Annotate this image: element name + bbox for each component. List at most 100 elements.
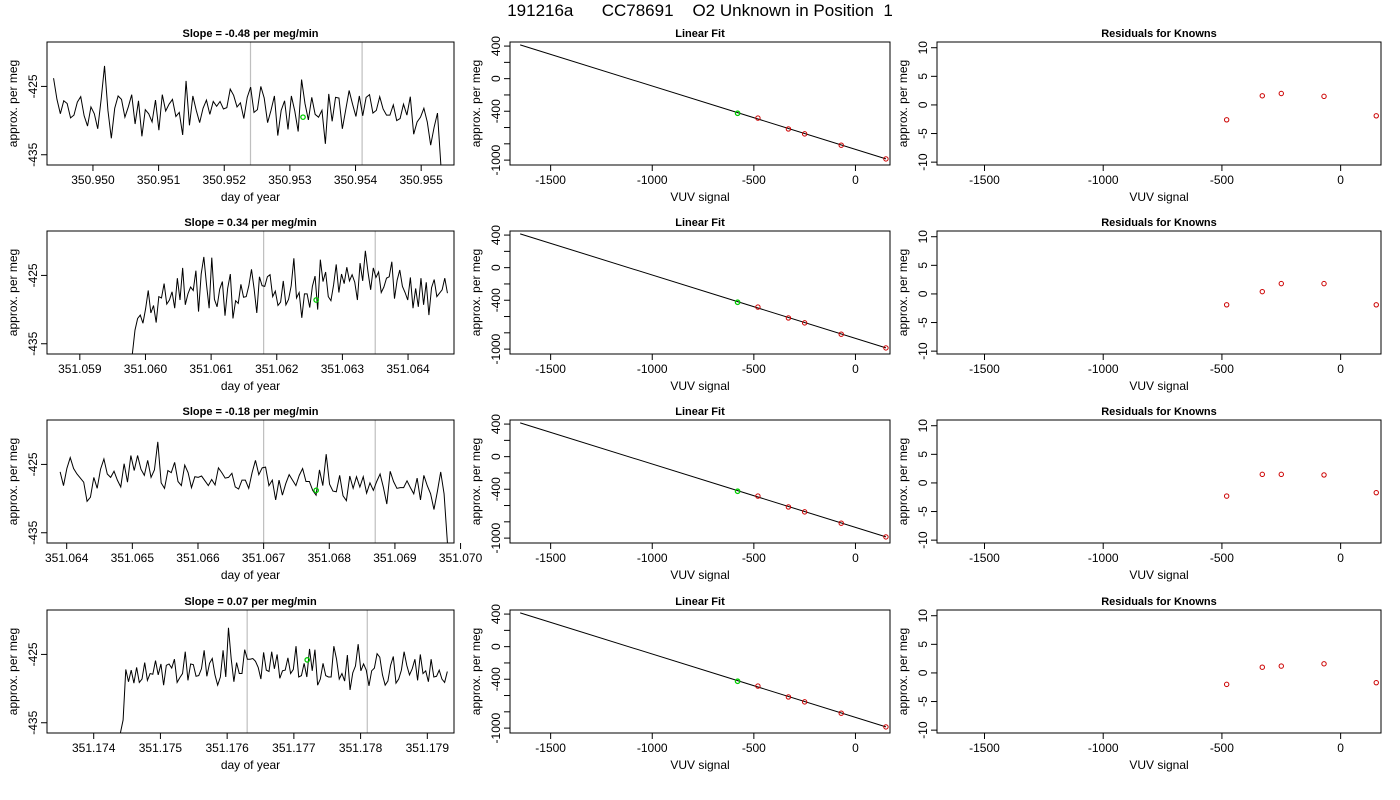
x-tick-label: 351.069 bbox=[373, 551, 417, 565]
plot-data-area bbox=[53, 42, 442, 165]
y-tick-label: 400 bbox=[489, 414, 503, 434]
figure-title: 191216a CC78691 O2 Unknown in Position 1 bbox=[507, 1, 893, 20]
known-point bbox=[838, 142, 844, 148]
plot-data-area bbox=[131, 231, 448, 354]
x-axis-label: VUV signal bbox=[670, 190, 729, 204]
residuals-panel-4: Residuals for Knowns -1500 -1000 -500 0 VUV s… bbox=[896, 596, 1382, 772]
x-tick-label: -500 bbox=[742, 362, 766, 376]
x-tick-label: -1500 bbox=[969, 173, 1000, 187]
x-tick-label: 0 bbox=[852, 741, 859, 755]
plot-data-area bbox=[119, 610, 448, 733]
known-point bbox=[883, 724, 889, 730]
series-line bbox=[119, 627, 448, 733]
series-line bbox=[131, 250, 448, 354]
known-point bbox=[838, 710, 844, 716]
plot-frame bbox=[46, 41, 455, 166]
plot-data-area bbox=[520, 422, 889, 540]
known-point bbox=[755, 304, 761, 310]
x-tick-label: -1500 bbox=[535, 362, 566, 376]
y-tick-label: -400 bbox=[489, 667, 503, 691]
residual-point bbox=[1321, 661, 1327, 667]
x-axis-label: day of year bbox=[221, 190, 280, 204]
residuals-panel-1: Residuals for Knowns -1500 -1000 -500 0 VUV s… bbox=[896, 28, 1382, 204]
x-axis-label: day of year bbox=[221, 758, 280, 772]
y-tick-label: -10 bbox=[916, 531, 930, 549]
x-tick-label: -500 bbox=[1210, 173, 1234, 187]
x-tick-label: -1000 bbox=[1088, 551, 1119, 565]
y-tick-label: -435 bbox=[26, 520, 40, 544]
x-tick-label: -1000 bbox=[1088, 173, 1119, 187]
known-point bbox=[883, 156, 889, 162]
residual-point bbox=[1259, 471, 1265, 478]
x-tick-label: 351.062 bbox=[255, 362, 299, 376]
x-tick-label: -500 bbox=[742, 551, 766, 565]
plot-frame bbox=[936, 230, 1382, 355]
residual-point bbox=[1259, 664, 1265, 670]
y-tick-label: 5 bbox=[916, 73, 930, 80]
known-point bbox=[801, 509, 808, 515]
x-tick-label: 0 bbox=[852, 362, 859, 376]
known-point bbox=[801, 131, 808, 137]
panel-title: Slope = -0.48 per meg/min bbox=[182, 28, 318, 40]
panel-title: Slope = 0.34 per meg/min bbox=[184, 217, 317, 229]
y-tick-label: -5 bbox=[916, 506, 930, 517]
plot-data-area bbox=[59, 420, 448, 543]
y-tick-label: -1000 bbox=[489, 333, 503, 364]
plot-frame bbox=[509, 230, 891, 355]
x-tick-label: 0 bbox=[1337, 362, 1344, 376]
y-tick-label: -425 bbox=[26, 642, 40, 666]
x-axis-label: VUV signal bbox=[1129, 758, 1188, 772]
x-tick-label: 351.059 bbox=[58, 362, 102, 376]
y-tick-label: 0 bbox=[916, 669, 930, 676]
panel-title: Linear Fit bbox=[675, 217, 725, 229]
plot-frame bbox=[936, 419, 1382, 544]
y-tick-label: -5 bbox=[916, 696, 930, 707]
y-tick-label: -1000 bbox=[489, 144, 503, 175]
panel-title: Linear Fit bbox=[675, 28, 725, 40]
residuals-panel-3: Residuals for Knowns -1500 -1000 -500 0 VUV s… bbox=[896, 406, 1382, 582]
panel-title: Linear Fit bbox=[675, 406, 725, 418]
plot-data-area bbox=[520, 612, 889, 730]
series-line bbox=[53, 65, 442, 165]
y-tick-label: 0 bbox=[916, 101, 930, 108]
residual-point bbox=[1321, 93, 1327, 100]
fit-line bbox=[520, 233, 887, 349]
panel-title: Slope = -0.18 per meg/min bbox=[182, 406, 318, 418]
x-tick-label: 351.066 bbox=[176, 551, 220, 565]
x-axis-label: VUV signal bbox=[1129, 379, 1188, 393]
residual-point bbox=[1278, 663, 1284, 669]
y-axis-label: approx. per meg bbox=[6, 628, 20, 715]
y-axis-label: approx. per meg bbox=[6, 60, 20, 147]
known-point bbox=[785, 315, 792, 321]
x-tick-label: 351.061 bbox=[189, 362, 233, 376]
known-point bbox=[801, 320, 808, 326]
x-tick-label: 351.070 bbox=[439, 551, 483, 565]
time-series-panel-3: Slope = -0.18 per meg/min 351.064 351.065 3… bbox=[6, 406, 483, 582]
y-axis-label: approx. per meg bbox=[6, 438, 20, 525]
x-tick-label: 350.951 bbox=[137, 173, 181, 187]
known-point bbox=[755, 115, 761, 121]
plot-frame bbox=[46, 609, 455, 734]
linear-fit-panel-1: Linear Fit -1500 -1000 -500 0 VUV signal 400 0 -… bbox=[469, 28, 891, 204]
x-tick-label: -1000 bbox=[637, 173, 668, 187]
x-tick-label: 351.177 bbox=[272, 741, 316, 755]
y-tick-label: 0 bbox=[916, 479, 930, 486]
x-tick-label: -1500 bbox=[969, 362, 1000, 376]
known-point bbox=[785, 126, 792, 132]
residual-point bbox=[1278, 280, 1284, 287]
y-axis-label: approx. per meg bbox=[896, 249, 910, 336]
plot-data-area bbox=[1223, 471, 1379, 499]
residual-point bbox=[1259, 288, 1265, 295]
x-tick-label: 0 bbox=[1337, 741, 1344, 755]
x-tick-label: 351.064 bbox=[386, 362, 430, 376]
linear-fit-panel-2: Linear Fit -1500 -1000 -500 0 VUV signal 400 0 -… bbox=[469, 217, 891, 393]
residual-point bbox=[1223, 681, 1230, 688]
x-tick-label: 351.063 bbox=[321, 362, 365, 376]
x-tick-label: -1500 bbox=[535, 551, 566, 565]
y-tick-label: 10 bbox=[916, 230, 930, 244]
y-tick-label: 400 bbox=[489, 225, 503, 245]
x-tick-label: -500 bbox=[1210, 362, 1234, 376]
plot-frame bbox=[509, 609, 891, 734]
known-point bbox=[785, 504, 792, 510]
plot-frame bbox=[936, 609, 1382, 734]
